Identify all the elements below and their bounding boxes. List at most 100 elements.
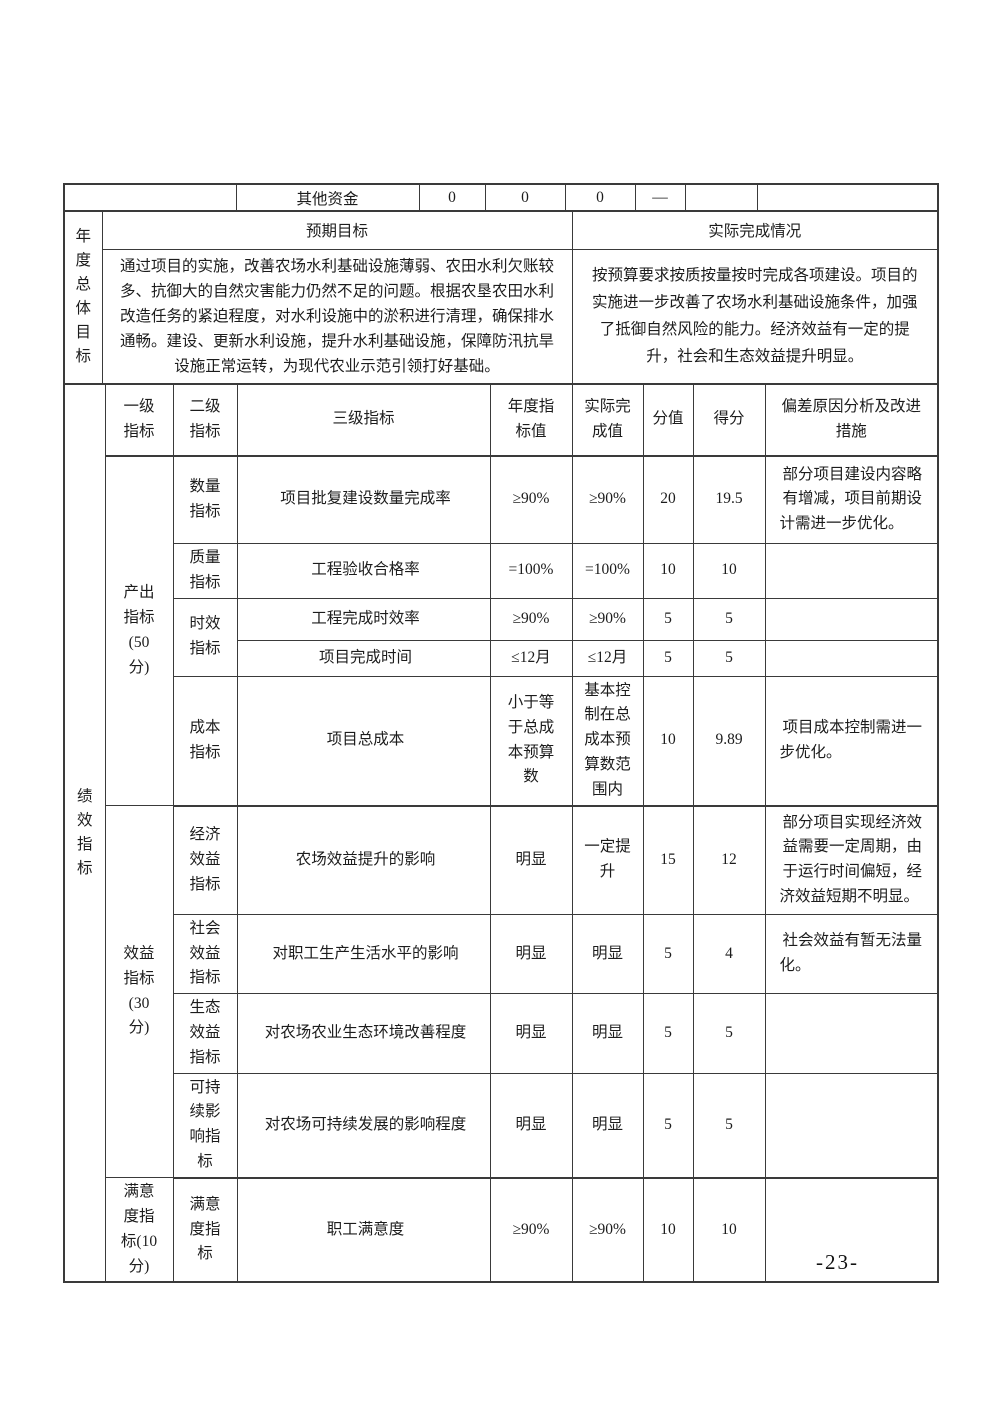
expected-goal-header: 预期目标 [101,210,573,250]
level2-cell: 数量指标 [172,455,238,544]
target-cell: ≥90% [489,597,573,641]
score-max-cell: 10 [642,543,694,599]
level2-cell: 社会效益指标 [172,913,238,995]
level3-cell: 职工满意度 [236,1177,491,1283]
level2-cell: 满意度指标 [172,1177,238,1283]
score-max-cell: 5 [642,913,694,995]
annual-goal-header-row: 年度总体目标 预期目标 实际完成情况 [63,210,939,384]
score-max-cell: 10 [642,675,694,807]
actual-cell: 明显 [571,993,644,1074]
deviation-cell [764,639,939,677]
level1-benefit: 效益指标(30分) [104,805,174,1179]
level3-cell: 农场效益提升的影响 [236,805,491,915]
actual-completion-text: 按预算要求按质按量按时完成各项建设。项目的实施进一步改善了农场水利基础设施条件，… [571,248,939,384]
page-number: -23- [816,1250,859,1274]
actual-cell: 基本控制在总成本预算数范围内 [571,675,644,807]
score-max-cell: 20 [642,455,694,544]
table-row: 满意度指标(10分) 满意度指标 职工满意度 ≥90% ≥90% 10 10 [64,1177,939,1283]
actual-cell: ≥90% [571,455,644,544]
level3-cell: 对农场可持续发展的影响程度 [236,1072,491,1179]
target-cell: ≤12月 [489,639,573,677]
score-cell: 5 [692,993,766,1074]
target-cell: ≥90% [489,1177,573,1283]
report-tables: 其他资金 0 0 0 — 年度总体目标 预期目标 实际完成情况 [63,183,939,1284]
table-row: 质量指标 工程验收合格率 =100% =100% 10 10 [64,543,939,599]
deviation-cell [764,597,939,641]
header-score: 得分 [692,383,766,457]
score-cell: 4 [692,913,766,995]
indicator-table: 绩效指标 一级指标 二级指标 三级指标 年度指标值 实际完成值 分值 得分 偏差… [63,382,939,1284]
funding-empty-cell [63,183,237,212]
level2-cell: 经济效益指标 [172,805,238,915]
expected-goal-text: 通过项目的实施，改善农场水利基础设施薄弱、农田水利欠账较多、抗御大的自然灾害能力… [101,248,573,384]
table-row: 时效指标 工程完成时效率 ≥90% ≥90% 5 5 [64,597,939,677]
level2-cell: 质量指标 [172,543,238,599]
level1-output: 产出指标(50分) [104,454,174,807]
level3-cell: 对农场农业生态环境改善程度 [236,993,491,1074]
target-cell: 明显 [489,993,573,1074]
score-cell: 5 [692,597,766,641]
actual-cell: 明显 [571,1072,644,1179]
actual-cell: 一定提升 [571,805,644,915]
funding-empty-cell [684,183,758,212]
level1-satisfaction: 满意度指标(10分) [104,1177,174,1283]
table-row: 效益指标(30分) 经济效益指标 农场效益提升的影响 明显 一定提升 15 12… [64,805,939,1179]
funding-value: 0 [418,183,486,212]
actual-cell: ≥90% [571,1177,644,1283]
score-cell: 10 [692,543,766,599]
table-row: 成本指标 项目总成本 小于等于总成本预算数 基本控制在总成本预算数范围内 10 … [64,675,939,807]
header-deviation: 偏差原因分析及改进措施 [764,383,939,457]
target-cell: 小于等于总成本预算数 [489,675,573,807]
header-score-max: 分值 [642,383,694,457]
funding-value: 0 [564,183,636,212]
level3-cell: 项目完成时间 [236,639,491,677]
funding-value: 0 [484,183,566,212]
deviation-cell [764,1072,939,1179]
target-cell: 明显 [489,805,573,915]
target-cell: =100% [489,543,573,599]
score-cell: 5 [692,1072,766,1179]
actual-cell: ≤12月 [571,639,644,677]
score-max-cell: 5 [642,993,694,1074]
deviation-cell: 社会效益有暂无法量化。 [764,913,939,995]
score-max-cell: 5 [642,1072,694,1179]
table-row: 产出指标(50分) 数量指标 项目批复建设数量完成率 ≥90% ≥90% 20 … [64,454,939,807]
table-row: 生态效益指标 对农场农业生态环境改善程度 明显 明显 5 5 [64,993,939,1074]
funding-label: 其他资金 [235,183,420,212]
annual-goal-content-row: 通过项目的实施，改善农场水利基础设施薄弱、农田水利欠账较多、抗御大的自然灾害能力… [64,248,939,384]
score-max-cell: 5 [642,597,694,641]
target-cell: ≥90% [489,455,573,544]
deviation-cell [764,1177,939,1283]
score-cell: 19.5 [692,455,766,544]
level3-cell: 工程验收合格率 [236,543,491,599]
table-row: 社会效益指标 对职工生产生活水平的影响 明显 明显 5 4 社会效益有暂无法量化… [64,913,939,995]
annual-goal-row-header-text: 年度总体目标 [75,228,91,366]
funding-value: — [634,183,686,212]
deviation-cell: 项目成本控制需进一步优化。 [764,675,939,807]
deviation-cell [764,543,939,599]
header-level3: 三级指标 [236,383,491,457]
actual-completion-header: 实际完成情况 [571,210,939,250]
score-max-cell: 5 [642,639,694,677]
actual-cell: 明显 [571,913,644,995]
score-cell: 5 [692,639,766,677]
header-target: 年度指标值 [489,383,573,457]
funding-row: 其他资金 0 0 0 — [63,183,939,212]
indicator-header-row: 绩效指标 一级指标 二级指标 三级指标 年度指标值 实际完成值 分值 得分 偏差… [63,383,939,1284]
level3-cell: 对职工生产生活水平的影响 [236,913,491,995]
annual-goal-row-header: 年度总体目标 [63,210,103,384]
level2-cell: 成本指标 [172,675,238,807]
level3-cell: 工程完成时效率 [236,597,491,641]
target-cell: 明显 [489,1072,573,1179]
target-cell: 明显 [489,913,573,995]
level2-cell: 时效指标 [172,597,238,677]
score-max-cell: 15 [642,805,694,915]
level2-cell: 可持续影响指标 [172,1072,238,1179]
annual-goal-table: 年度总体目标 预期目标 实际完成情况 通过项目的实施，改善农场水利基础设施薄弱、… [63,210,939,385]
header-level1: 一级指标 [104,383,174,457]
score-max-cell: 10 [642,1177,694,1283]
score-cell: 9.89 [692,675,766,807]
funding-empty-cell [756,183,939,212]
level2-cell: 生态效益指标 [172,993,238,1074]
